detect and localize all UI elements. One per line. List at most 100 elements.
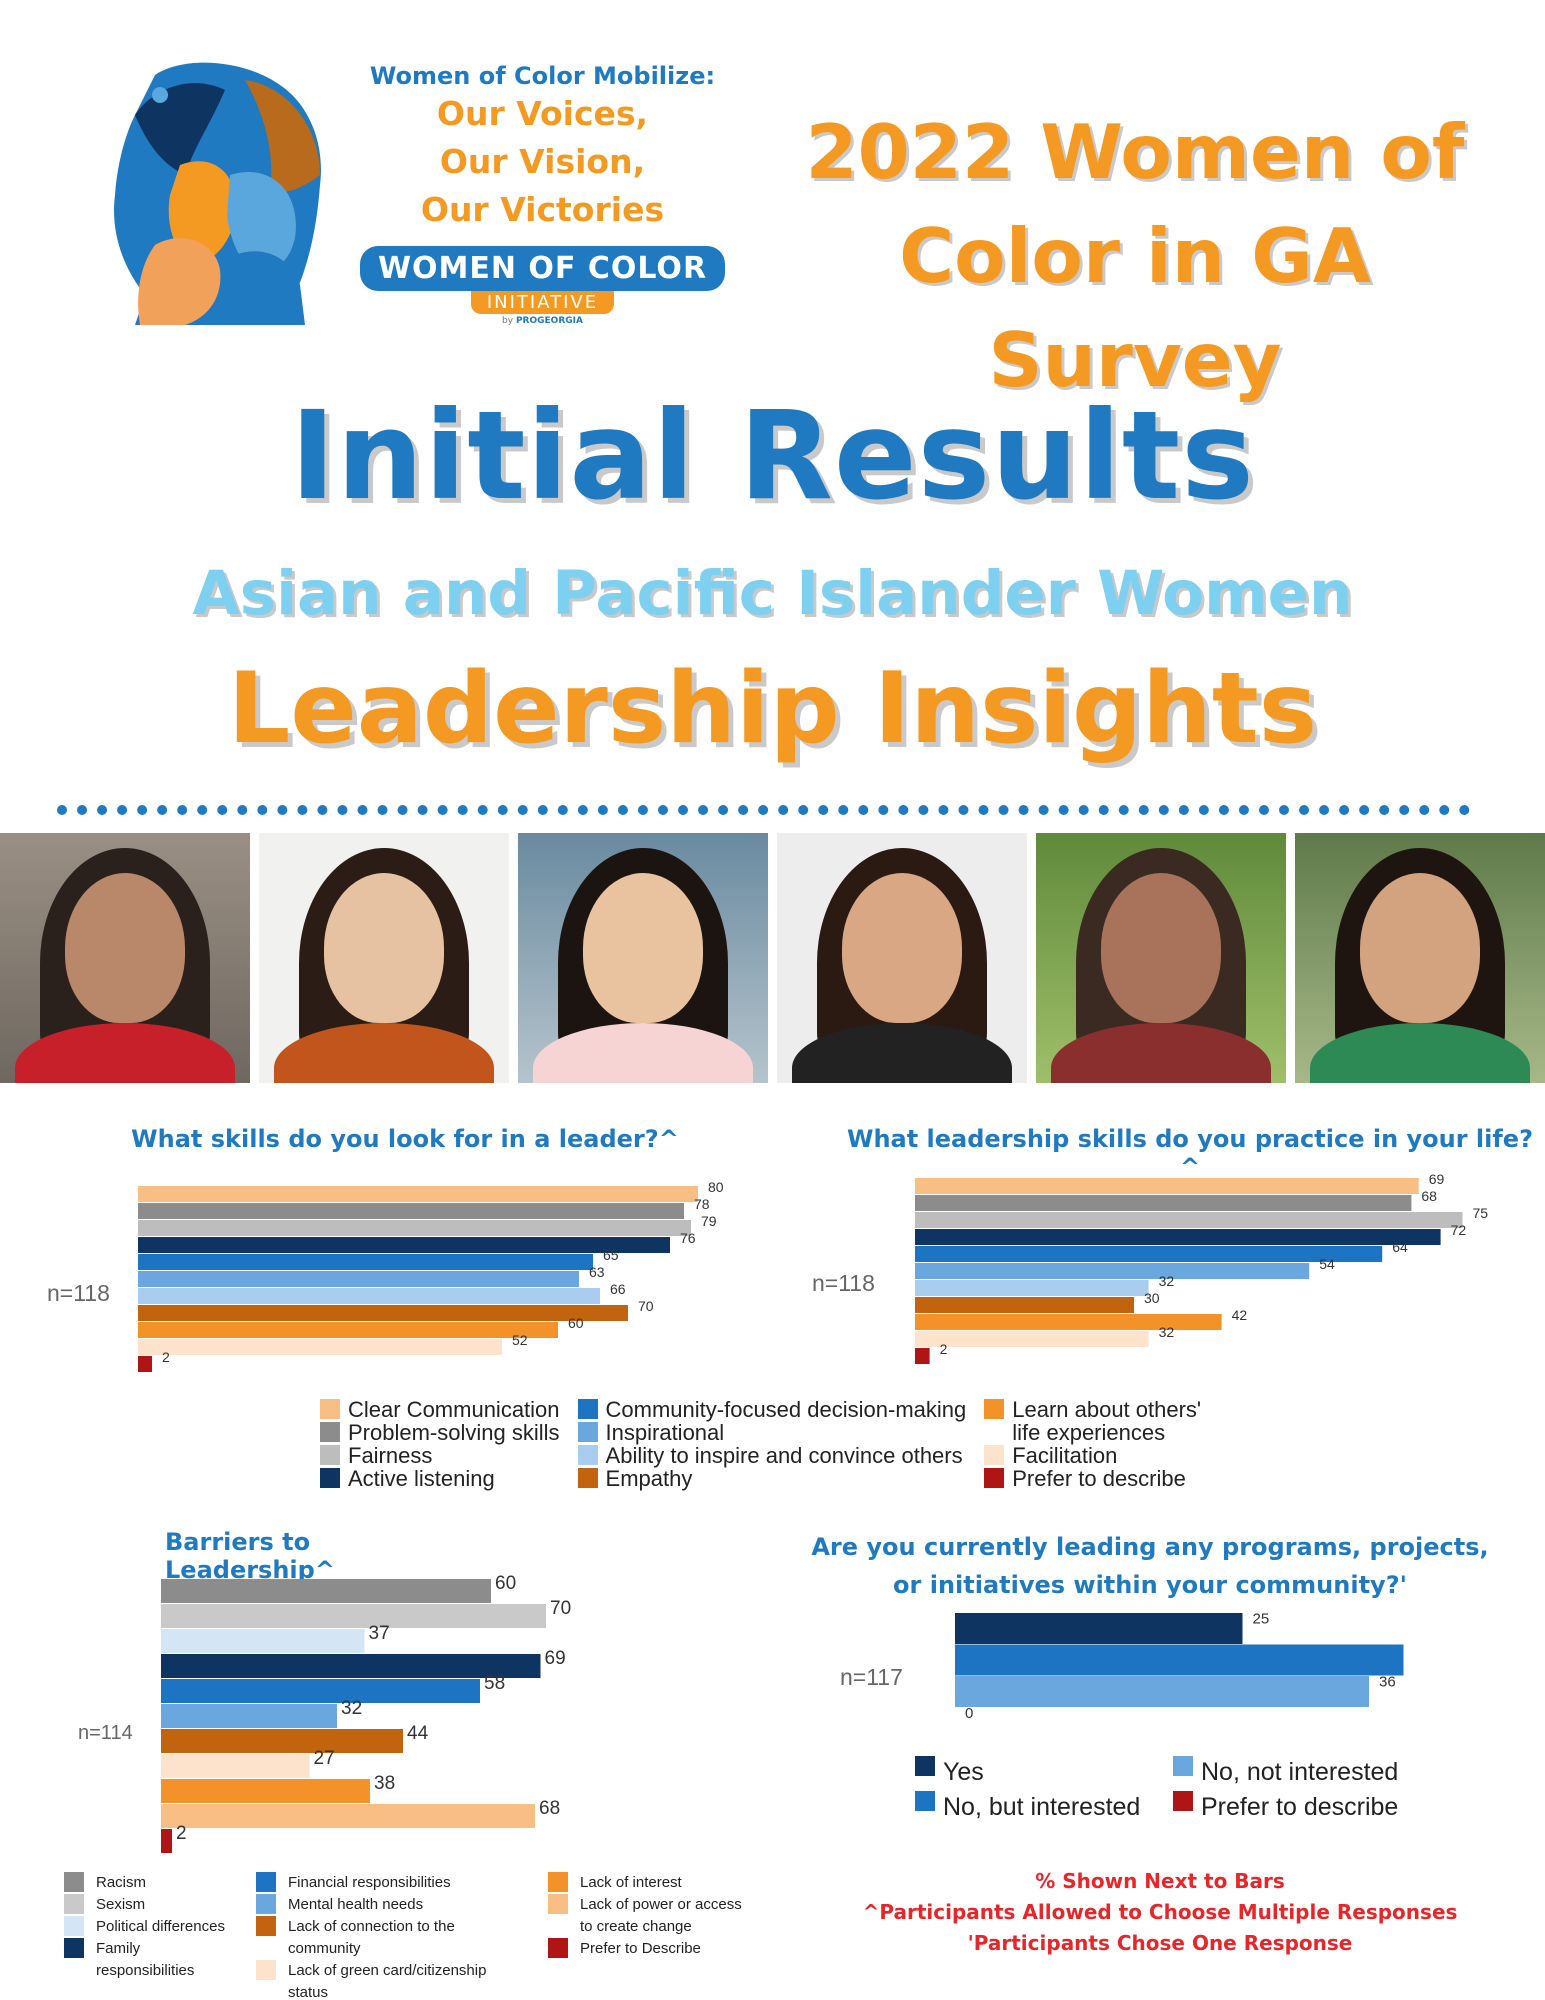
legend-label: Lack of power or access to create change <box>580 1896 742 1935</box>
legend-label: Clear Communication <box>348 1397 560 1422</box>
barriers-legend-item: Mental health needs <box>256 1894 528 1916</box>
value-label-empathy: 30 <box>1144 1290 1160 1306</box>
skills-legend: Clear Communication Problem-solving skill… <box>320 1398 1320 1490</box>
value-label-lack-of-connection-to-the-community: 44 <box>407 1723 429 1744</box>
portrait-photo-5 <box>1036 833 1286 1083</box>
value-label-no-not-interested: 36 <box>1379 1674 1396 1691</box>
bar-facilitation <box>138 1339 502 1355</box>
legend-label: Mental health needs <box>288 1896 424 1913</box>
skills-legend-item: Inspirational <box>577 1421 967 1444</box>
campaign-text: Women of Color Mobilize: Our Voices, Our… <box>335 62 750 326</box>
legend-swatch <box>64 1872 84 1892</box>
portrait-photo-strip <box>0 833 1545 1083</box>
chart-leading: 25 36 0 <box>955 1611 1404 1722</box>
leading-legend: Yes No, but interested No, not interested… <box>915 1755 1475 1825</box>
value-label-prefer-to-describe: 2 <box>162 1349 170 1365</box>
value-label-fairness: 75 <box>1473 1205 1489 1221</box>
barriers-legend-item: Political differences <box>64 1916 236 1938</box>
value-label-political-differences: 37 <box>369 1623 390 1644</box>
value-label-yes: 25 <box>1253 1611 1270 1628</box>
bar-mental-health-needs <box>161 1704 337 1728</box>
skills-legend-item: Prefer to describe <box>984 1467 1204 1490</box>
bar-prefer-to-describe <box>915 1348 930 1364</box>
chart-leading-title: Are you currently leading any programs, … <box>811 1533 1489 1599</box>
legend-label: No, but interested <box>943 1793 1141 1821</box>
bar-empathy <box>915 1297 1134 1313</box>
legend-label: Community-focused decision-making <box>605 1397 967 1422</box>
leading-legend-column-2: No, not interested Prefer to describe <box>1173 1755 1433 1825</box>
chart-skills-look-for-n: n=118 <box>47 1280 110 1306</box>
bar-sexism <box>161 1604 546 1628</box>
chart-skills-look-for-title: What skills do you look for in a leader?… <box>131 1125 679 1153</box>
legend-swatch <box>320 1468 340 1488</box>
legend-swatch <box>320 1399 340 1419</box>
value-label-active-listening: 72 <box>1451 1222 1467 1238</box>
legend-label: Facilitation <box>1012 1443 1118 1468</box>
bar-lack-of-connection-to-the-community <box>161 1729 403 1753</box>
bar-yes <box>955 1613 1243 1644</box>
legend-label: Yes <box>943 1758 984 1786</box>
portrait-photo-1 <box>0 833 250 1083</box>
barriers-legend-item: Lack of green card/citizenship status <box>256 1960 528 2000</box>
portrait-photo-3 <box>518 833 768 1083</box>
topic-subtitle: Leadership Insights <box>227 652 1318 766</box>
legend-swatch <box>548 1872 568 1892</box>
survey-title: 2022 Women of Color in GA Survey <box>750 100 1520 412</box>
value-label-clear-communication: 80 <box>708 1180 724 1195</box>
leading-legend-column-1: Yes No, but interested <box>915 1755 1165 1825</box>
skills-legend-item: Clear Communication <box>320 1398 560 1421</box>
value-label-clear-communication: 69 <box>1429 1173 1445 1187</box>
bar-facilitation <box>915 1331 1149 1347</box>
dotted-divider <box>57 805 1470 815</box>
legend-swatch <box>915 1791 935 1811</box>
bar-ability-to-inspire-and-convince-others <box>915 1280 1149 1296</box>
skills-legend-item: Problem-solving skills <box>320 1421 560 1444</box>
skills-legend-column-2: Community-focused decision-making Inspira… <box>577 1397 967 1490</box>
legend-swatch <box>64 1938 84 1958</box>
legend-label: Political differences <box>96 1918 225 1935</box>
value-label-racism: 60 <box>495 1575 516 1594</box>
bar-family-responsibilities <box>161 1654 541 1678</box>
value-label-mental-health-needs: 32 <box>341 1698 362 1719</box>
bar-problem-solving-skills <box>138 1203 684 1219</box>
legend-label: Ability to inspire and convince others <box>605 1443 963 1468</box>
legend-swatch <box>577 1422 598 1442</box>
voices-line-3: Our Victories <box>420 190 665 229</box>
footnote-one-response: 'Participants Chose One Response <box>967 1931 1353 1955</box>
bar-prefer-to-describe <box>161 1829 172 1853</box>
value-label-community-focused-decision-making: 64 <box>1392 1239 1408 1255</box>
value-label-active-listening: 76 <box>680 1230 696 1246</box>
legend-label: Family responsibilities <box>96 1940 195 1979</box>
bar-clear-communication <box>915 1178 1419 1194</box>
chart-leading-n: n=117 <box>840 1664 903 1690</box>
skills-legend-item: Ability to inspire and convince others <box>577 1443 967 1468</box>
legend-label: Prefer to describe <box>1201 1793 1399 1821</box>
value-label-prefer-to-describe: 0 <box>965 1705 973 1722</box>
voices-line-2: Our Vision, <box>439 142 646 181</box>
portrait-photo-6 <box>1295 833 1545 1083</box>
legend-swatch <box>577 1445 598 1465</box>
survey-title-line-2: Color in GA Survey <box>899 212 1371 404</box>
skills-legend-item: Learn about others' life experiences <box>984 1398 1204 1444</box>
leading-legend-item: No, not interested <box>1173 1755 1433 1790</box>
value-label-problem-solving-skills: 78 <box>694 1196 710 1212</box>
legend-label: Sexism <box>96 1896 146 1913</box>
portrait-photo-4 <box>777 833 1027 1083</box>
legend-swatch <box>915 1756 935 1776</box>
value-label-prefer-to-describe: 2 <box>940 1341 948 1357</box>
bar-financial-responsibilities <box>161 1679 480 1703</box>
footnote-multiple-responses: ^Participants Allowed to Choose Multiple… <box>862 1900 1458 1924</box>
value-label-family-responsibilities: 69 <box>545 1648 566 1669</box>
skills-legend-column-3: Learn about others' life experiences Faci… <box>984 1398 1204 1490</box>
value-label-sexism: 70 <box>550 1598 571 1619</box>
legend-swatch <box>256 1872 276 1892</box>
org-name-badge: WOMEN OF COLOR <box>359 246 726 291</box>
barriers-legend-item: Prefer to Describe <box>548 1938 758 1960</box>
bar-political-differences <box>161 1629 365 1653</box>
bar-racism <box>161 1579 491 1603</box>
chart-barriers-n: n=114 <box>78 1722 133 1744</box>
bar-lack-of-green-card-citizenship-status <box>161 1754 310 1778</box>
legend-label: Prefer to describe <box>1012 1466 1186 1491</box>
barriers-legend-column-1: Racism Sexism Political differences Family … <box>64 1872 236 2000</box>
skills-legend-item: Facilitation <box>984 1444 1204 1467</box>
